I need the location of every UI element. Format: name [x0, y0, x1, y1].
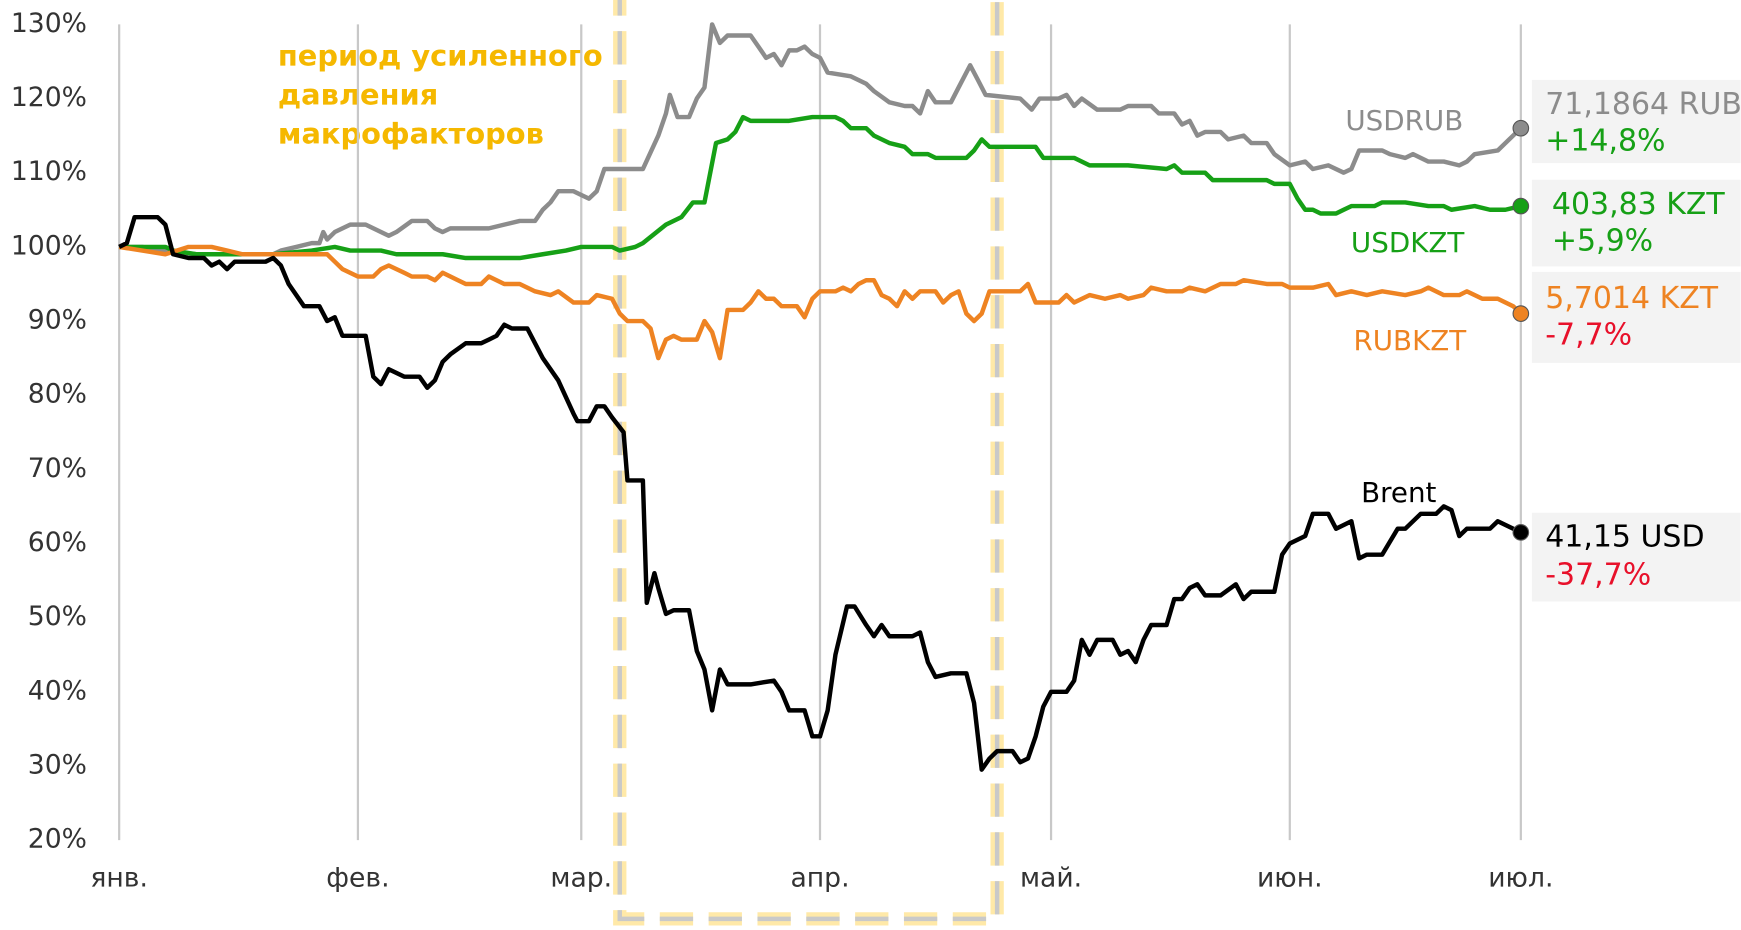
value-box	[1531, 271, 1741, 363]
y-tick-label: 100%	[11, 230, 87, 261]
series-line	[118, 214, 1522, 772]
end-marker	[1512, 524, 1530, 541]
highlight-glow	[613, 0, 1004, 926]
y-tick-label: 50%	[28, 601, 87, 632]
series-name: RUBKZT	[1353, 324, 1467, 357]
series-name: USDRUB	[1345, 104, 1463, 137]
x-tick-label: июл.	[1488, 862, 1553, 893]
y-tick-label: 30%	[28, 749, 87, 780]
end-marker	[1512, 197, 1530, 215]
last-value: 5,7014 KZT	[1545, 281, 1718, 316]
highlight-frame	[617, 0, 1000, 922]
x-tick-label: янв.	[90, 862, 148, 893]
y-tick-label: 90%	[28, 305, 87, 336]
value-box	[1531, 512, 1741, 602]
y-tick-label: 130%	[11, 8, 87, 39]
series-name: USDKZT	[1351, 226, 1465, 259]
y-tick-label: 120%	[11, 82, 87, 113]
series-name: Brent	[1361, 476, 1436, 509]
end-marker	[1512, 119, 1530, 137]
series-line	[119, 22, 1523, 257]
last-value: 41,15 USD	[1545, 520, 1704, 555]
end-marker	[1512, 305, 1530, 322]
series-line	[119, 114, 1522, 261]
x-tick-label: май.	[1020, 862, 1082, 893]
x-tick-label: июн.	[1257, 862, 1323, 893]
y-tick-label: 60%	[28, 527, 87, 558]
highlight-label: период усиленного	[278, 39, 603, 73]
x-tick-label: фев.	[326, 862, 389, 893]
highlight-label: макрофакторов	[278, 116, 544, 150]
y-tick-label: 80%	[28, 379, 87, 410]
series-line	[118, 244, 1523, 361]
last-value: 71,1864 RUB	[1545, 87, 1741, 122]
x-tick-label: апр.	[790, 862, 849, 893]
change-value: -7,7%	[1545, 318, 1632, 353]
y-tick-label: 110%	[11, 156, 87, 187]
change-value: +14,8%	[1545, 124, 1665, 159]
value-box	[1531, 79, 1741, 164]
y-tick-label: 40%	[28, 675, 87, 706]
change-value: -37,7%	[1545, 557, 1651, 592]
change-value: +5,9%	[1552, 223, 1653, 258]
y-tick-label: 20%	[28, 824, 87, 855]
value-box	[1531, 179, 1741, 267]
y-tick-label: 70%	[28, 453, 87, 484]
last-value: 403,83 KZT	[1552, 187, 1725, 222]
x-tick-label: мар.	[550, 862, 612, 893]
